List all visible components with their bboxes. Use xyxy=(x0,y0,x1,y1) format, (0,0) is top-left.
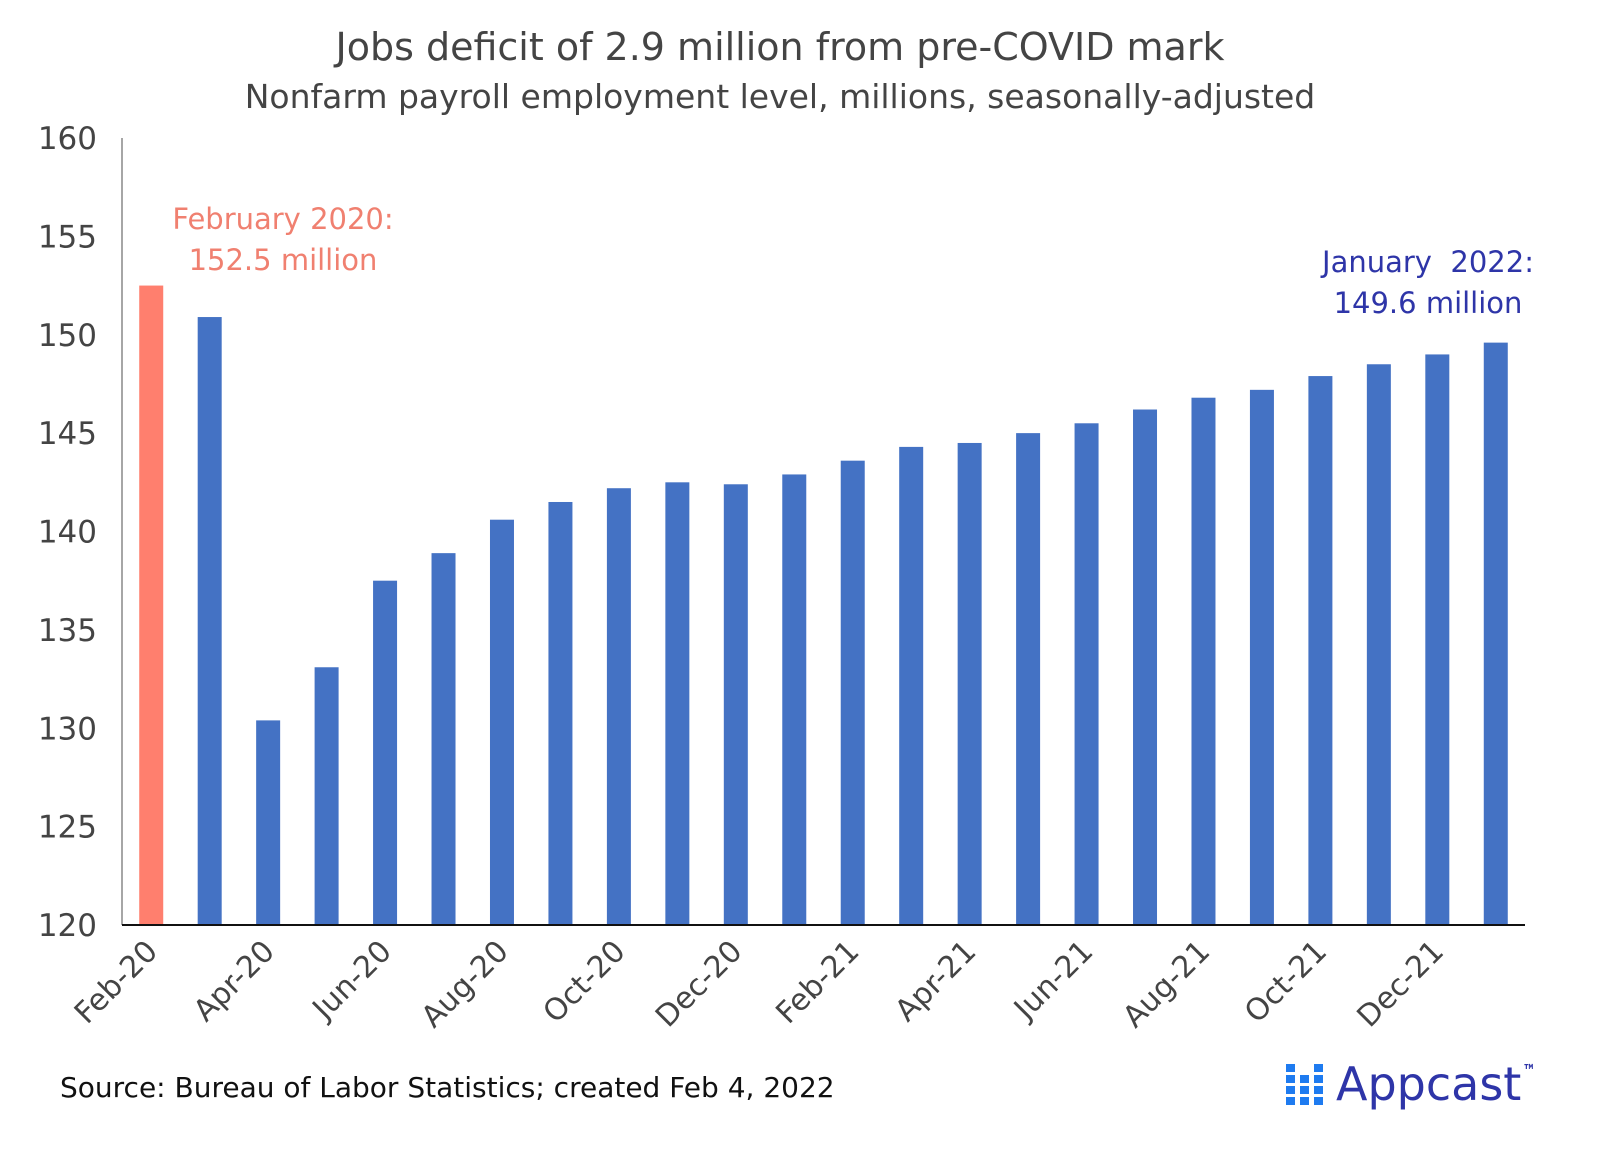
annotation-feb-2020-line2: 152.5 million xyxy=(189,243,378,277)
bar-Jun-21 xyxy=(1074,423,1099,925)
logo-dot xyxy=(1314,1086,1323,1094)
bar-Apr-21 xyxy=(957,442,982,925)
logo-dot xyxy=(1314,1064,1323,1072)
bar-Oct-21 xyxy=(1308,376,1333,925)
x-tick-label: Feb-21 xyxy=(769,934,866,1031)
logo-dots-icon xyxy=(1286,1064,1323,1105)
x-tick-label: Aug-21 xyxy=(1116,934,1217,1035)
bar-Jul-20 xyxy=(431,553,456,925)
y-tick-label: 120 xyxy=(38,908,97,944)
x-tick-label: Apr-21 xyxy=(889,934,984,1029)
x-tick-label: Dec-21 xyxy=(1351,934,1451,1034)
x-tick-label: Dec-20 xyxy=(649,934,749,1034)
trademark-m xyxy=(1528,1063,1533,1069)
logo-dot xyxy=(1300,1086,1309,1094)
logo-dot xyxy=(1314,1097,1323,1105)
appcast-logo: Appcast xyxy=(1286,1057,1533,1111)
bar-Nov-20 xyxy=(665,482,690,925)
y-tick-label: 145 xyxy=(38,416,97,452)
bar-Jan-22 xyxy=(1483,342,1508,925)
y-tick-label: 130 xyxy=(38,711,97,747)
bar-Jul-21 xyxy=(1133,409,1158,925)
bar-Jun-20 xyxy=(373,580,398,925)
bar-May-21 xyxy=(1016,433,1041,925)
logo-dot xyxy=(1300,1097,1309,1105)
x-tick-label: Aug-20 xyxy=(415,934,516,1035)
chart-title: Jobs deficit of 2.9 million from pre-COV… xyxy=(334,25,1225,69)
x-tick-label: Feb-20 xyxy=(68,934,165,1031)
bar-Feb-20 xyxy=(139,285,164,925)
bar-Sep-21 xyxy=(1249,389,1274,926)
chart-subtitle: Nonfarm payroll employment level, millio… xyxy=(245,77,1316,116)
y-tick-label: 140 xyxy=(38,515,97,551)
bar-May-20 xyxy=(314,667,339,925)
y-tick-label: 155 xyxy=(38,219,97,255)
logo-text: Appcast xyxy=(1336,1057,1521,1111)
bar-Dec-21 xyxy=(1425,354,1450,925)
x-tick-label: Oct-20 xyxy=(536,934,632,1030)
logo-dot xyxy=(1300,1075,1309,1083)
x-tick-label: Apr-20 xyxy=(187,934,282,1029)
x-axis: Feb-20 Apr-20 Jun-20 Aug-20 Oct-20 Dec-20 Feb-… xyxy=(68,924,1525,1035)
bars xyxy=(139,285,1508,926)
bar-Aug-21 xyxy=(1191,397,1216,926)
x-tick-label: Oct-21 xyxy=(1238,934,1334,1030)
source-note: Source: Bureau of Labor Statistics; crea… xyxy=(60,1071,835,1104)
logo-trademark-icon xyxy=(1524,1063,1533,1069)
y-tick-label: 160 xyxy=(38,121,97,157)
bar-Mar-20 xyxy=(197,317,222,926)
annotation-jan-2022-line2: 149.6 million xyxy=(1334,286,1523,320)
annotation-feb-2020-line1: February 2020: xyxy=(172,202,393,236)
y-tick-label: 150 xyxy=(38,318,97,354)
annotations: February 2020: 152.5 million January 202… xyxy=(172,202,1534,320)
bar-Dec-20 xyxy=(723,484,748,925)
x-tick-label: Jun-20 xyxy=(305,934,399,1028)
annotation-jan-2022-line1: January 2022: xyxy=(1320,245,1534,279)
logo-dot xyxy=(1286,1064,1295,1072)
logo-dot xyxy=(1314,1075,1323,1083)
bar-Apr-20 xyxy=(256,720,281,925)
bar-Nov-21 xyxy=(1366,364,1391,925)
logo-dot xyxy=(1286,1097,1295,1105)
bar-Aug-20 xyxy=(489,519,514,925)
logo-dot xyxy=(1286,1075,1295,1083)
trademark-t-stem xyxy=(1525,1064,1527,1069)
y-tick-label: 135 xyxy=(38,613,97,649)
y-axis: 120 125 130 135 140 145 150 155 160 xyxy=(38,121,123,944)
logo-dot xyxy=(1286,1086,1295,1094)
bar-Sep-20 xyxy=(548,501,573,925)
bar-Mar-21 xyxy=(899,446,924,925)
bar-Feb-21 xyxy=(840,460,865,925)
bar-Jan-21 xyxy=(782,474,807,925)
bar-Oct-20 xyxy=(606,488,631,925)
x-tick-label: Jun-21 xyxy=(1006,934,1100,1028)
y-tick-label: 125 xyxy=(38,810,97,846)
